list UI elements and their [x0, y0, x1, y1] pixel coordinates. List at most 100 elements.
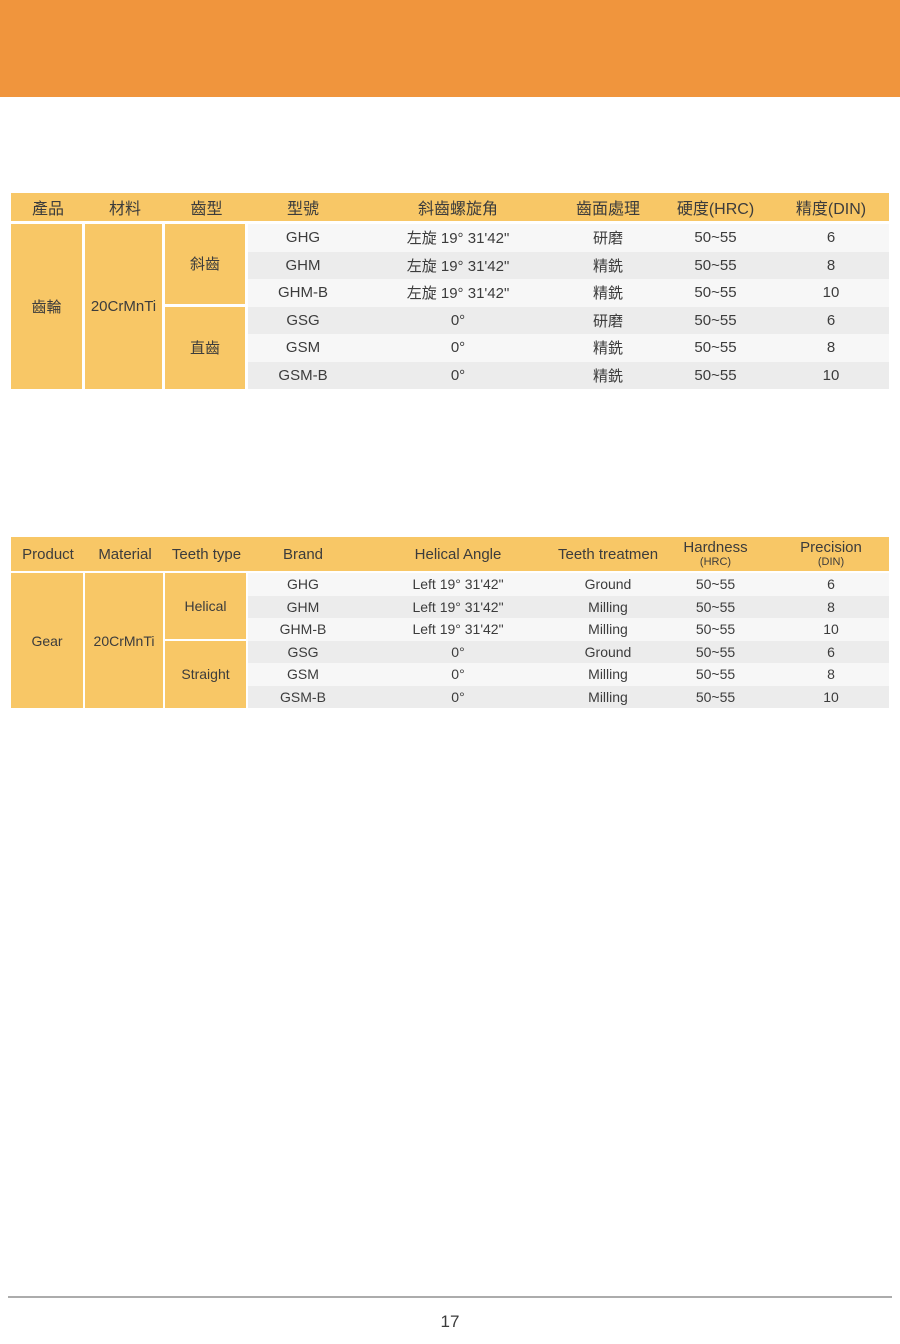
precision-cell: 10 [773, 685, 889, 708]
brand-cell: GSM-B [248, 685, 358, 708]
brand-cell: GSM [248, 663, 358, 686]
product-cell-en: Gear [11, 573, 85, 708]
col-header-hardness-zh: 硬度(HRC) [658, 193, 773, 224]
col-header-helical-angle-zh: 斜齒螺旋角 [358, 193, 558, 224]
teeth-type-cell-helical-zh: 斜齒 [165, 224, 248, 307]
treatment-cell: 精銑 [558, 251, 658, 279]
col-header-hardness-en: Hardness (HRC) [658, 537, 773, 573]
table-row: GHM 左旋 19° 31'42" 精銑 50~55 8 [11, 251, 889, 279]
col-header-treatment-zh: 齒面處理 [558, 193, 658, 224]
brand-cell: GHG [248, 573, 358, 596]
precision-cell: 10 [773, 361, 889, 389]
table-row: GHM-B 左旋 19° 31'42" 精銑 50~55 10 [11, 279, 889, 307]
treatment-cell: Milling [558, 595, 658, 618]
table-row: GSM 0° Milling 50~55 8 [11, 663, 889, 686]
brand-cell: GHM [248, 251, 358, 279]
table-row: GHM Left 19° 31'42" Milling 50~55 8 [11, 595, 889, 618]
col-header-material-zh: 材料 [85, 193, 165, 224]
material-cell-zh: 20CrMnTi [85, 224, 165, 389]
table-row: GHM-B Left 19° 31'42" Milling 50~55 10 [11, 618, 889, 641]
precision-cell: 8 [773, 663, 889, 686]
hardness-cell: 50~55 [658, 334, 773, 362]
treatment-cell: Milling [558, 663, 658, 686]
brand-cell: GSG [248, 640, 358, 663]
angle-cell: Left 19° 31'42" [358, 595, 558, 618]
precision-cell: 6 [773, 640, 889, 663]
hardness-cell: 50~55 [658, 618, 773, 641]
treatment-cell: 精銑 [558, 361, 658, 389]
brand-cell: GSM [248, 334, 358, 362]
hardness-cell: 50~55 [658, 685, 773, 708]
treatment-cell: 精銑 [558, 279, 658, 307]
top-orange-band [0, 0, 900, 97]
precision-cell: 10 [773, 618, 889, 641]
precision-cell: 8 [773, 251, 889, 279]
col-header-precision-zh: 精度(DIN) [773, 193, 889, 224]
product-cell-zh: 齒輪 [11, 224, 85, 389]
table-row: 直齒 GSG 0° 研磨 50~55 6 [11, 306, 889, 389]
precision-cell: 6 [773, 573, 889, 596]
footer-divider [8, 1296, 892, 1298]
hardness-label: Hardness [683, 538, 748, 556]
material-cell-en: 20CrMnTi [85, 573, 165, 708]
hardness-cell: 50~55 [658, 361, 773, 389]
treatment-cell: Milling [558, 618, 658, 641]
angle-cell: 左旋 19° 31'42" [358, 279, 558, 307]
col-header-product-zh: 產品 [11, 193, 85, 224]
brand-cell: GSG [248, 306, 358, 334]
treatment-cell: Ground [558, 573, 658, 596]
angle-cell: Left 19° 31'42" [358, 573, 558, 596]
angle-cell: 左旋 19° 31'42" [358, 224, 558, 252]
angle-cell: 0° [358, 663, 558, 686]
precision-unit-label: (DIN) [817, 556, 845, 569]
treatment-cell: Ground [558, 640, 658, 663]
hardness-cell: 50~55 [658, 306, 773, 334]
spec-table-en: Product Material Teeth type Brand Helica… [11, 537, 889, 708]
teeth-type-cell-straight-en: Straight [165, 640, 248, 708]
precision-cell: 6 [773, 224, 889, 252]
col-header-precision-en: Precision (DIN) [773, 537, 889, 573]
hardness-cell: 50~55 [658, 595, 773, 618]
precision-cell: 6 [773, 306, 889, 334]
precision-label: Precision [800, 538, 862, 556]
angle-cell: 0° [358, 685, 558, 708]
hardness-cell: 50~55 [658, 224, 773, 252]
col-header-material-en: Material [85, 537, 165, 573]
brand-cell: GSM-B [248, 361, 358, 389]
precision-cell: 10 [773, 279, 889, 307]
angle-cell: 0° [358, 306, 558, 334]
table-row: Gear 20CrMnTi Helical GHG Left 19° 31'42… [11, 573, 889, 708]
hardness-cell: 50~55 [658, 251, 773, 279]
page-number: 17 [440, 1312, 460, 1331]
table-row: GSM-B 0° 精銑 50~55 10 [11, 361, 889, 389]
spec-table-zh: 產品 材料 齒型 型號 斜齒螺旋角 齒面處理 硬度(HRC) 精度(DIN) 齒… [11, 193, 889, 389]
hardness-cell: 50~55 [658, 640, 773, 663]
hardness-cell: 50~55 [658, 663, 773, 686]
brand-cell: GHM [248, 595, 358, 618]
col-header-teeth-type-zh: 齒型 [165, 193, 248, 224]
treatment-cell: 研磨 [558, 224, 658, 252]
angle-cell: Left 19° 31'42" [358, 618, 558, 641]
hardness-cell: 50~55 [658, 279, 773, 307]
table-row: Straight GSG 0° Ground 50~55 6 [11, 640, 889, 708]
angle-cell: 0° [358, 334, 558, 362]
teeth-type-cell-helical-en: Helical [165, 573, 248, 641]
col-header-teeth-type-en: Teeth type [165, 537, 248, 573]
precision-cell: 8 [773, 334, 889, 362]
angle-cell: 0° [358, 640, 558, 663]
teeth-type-cell-straight-zh: 直齒 [165, 306, 248, 389]
col-header-treatment-en: Teeth treatment [558, 537, 658, 573]
hardness-cell: 50~55 [658, 573, 773, 596]
angle-cell: 左旋 19° 31'42" [358, 251, 558, 279]
table-row: 齒輪 20CrMnTi 斜齒 GHG 左旋 19° 31'42" 研磨 50~5… [11, 224, 889, 389]
table-row: GSM 0° 精銑 50~55 8 [11, 334, 889, 362]
brand-cell: GHM-B [248, 279, 358, 307]
brand-cell: GHG [248, 224, 358, 252]
table-row: GSM-B 0° Milling 50~55 10 [11, 685, 889, 708]
col-header-brand-en: Brand [248, 537, 358, 573]
treatment-cell: 研磨 [558, 306, 658, 334]
header-row-en: Product Material Teeth type Brand Helica… [11, 537, 889, 573]
precision-cell: 8 [773, 595, 889, 618]
col-header-product-en: Product [11, 537, 85, 573]
